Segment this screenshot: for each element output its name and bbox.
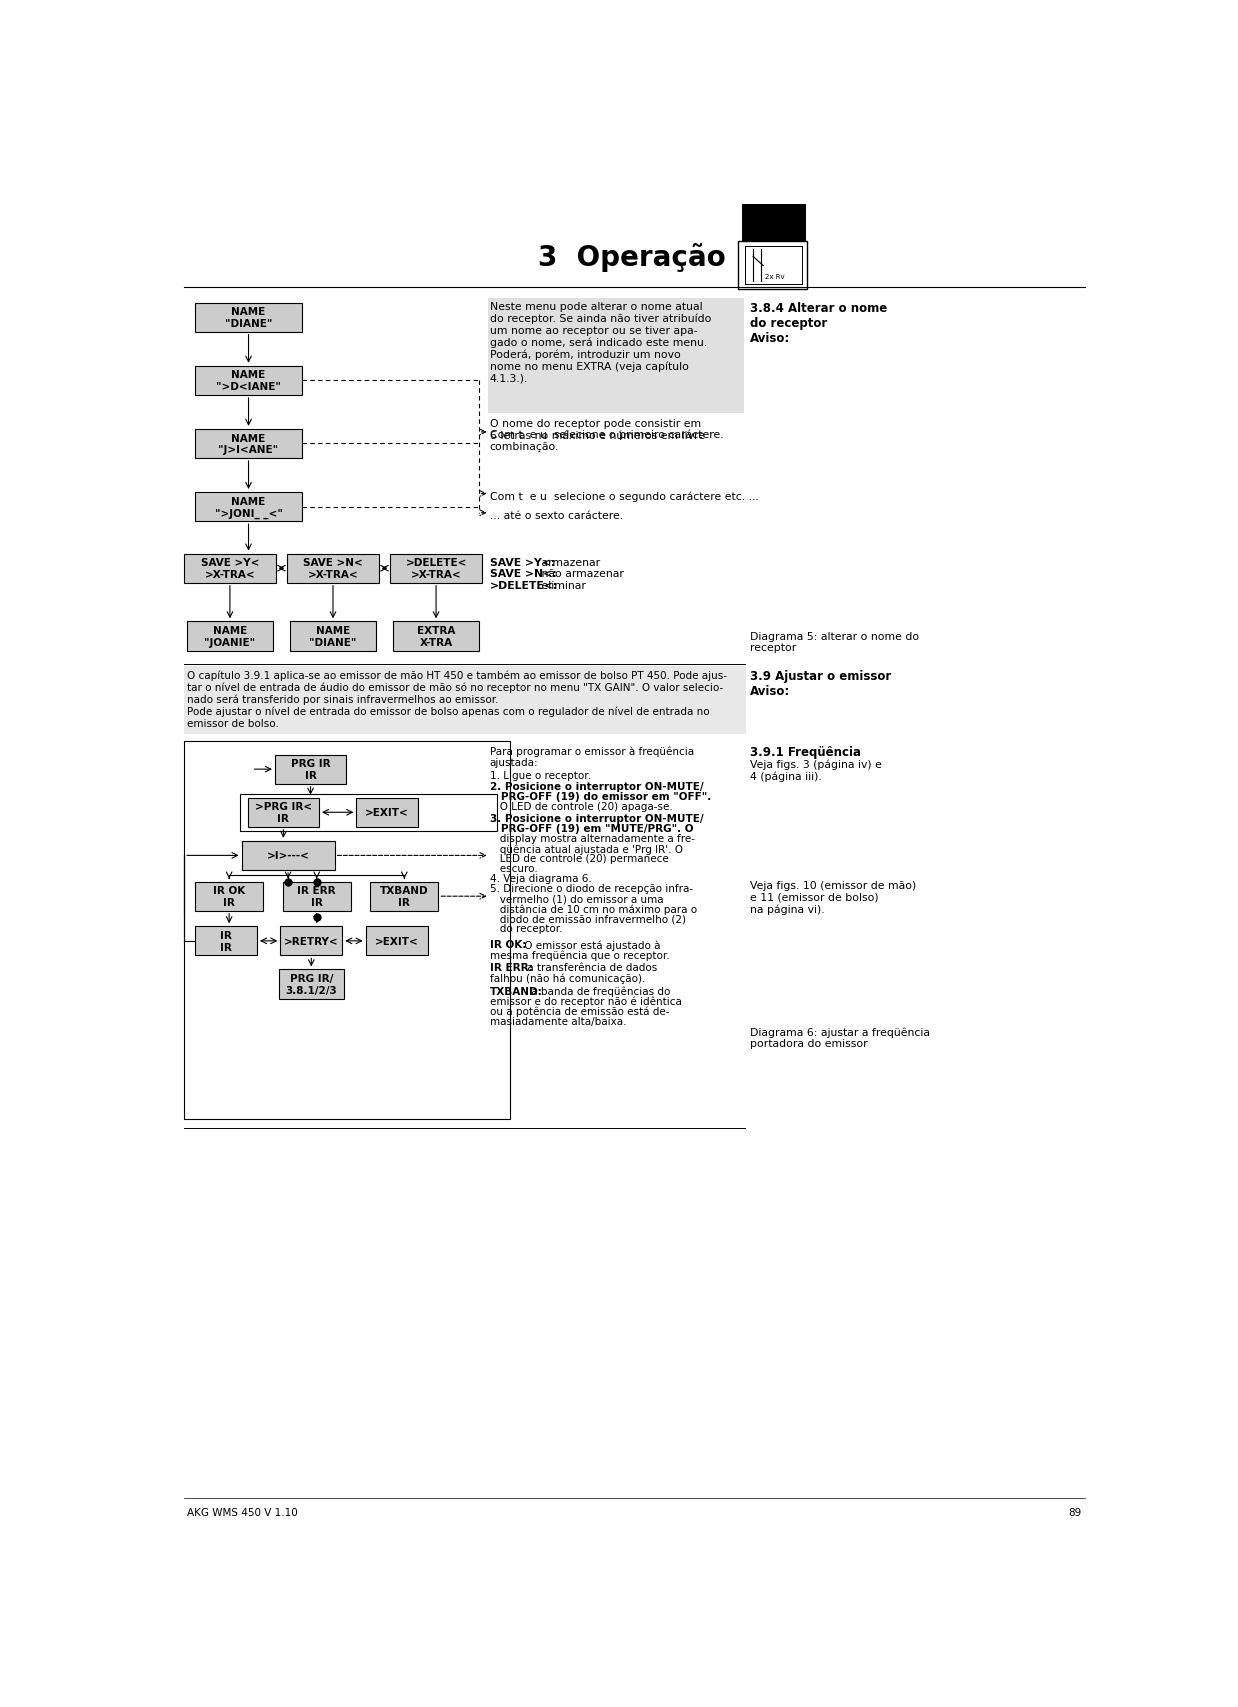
Text: NAME
"DIANE": NAME "DIANE" bbox=[225, 307, 272, 329]
Text: mesma freqüência que o receptor.: mesma freqüência que o receptor. bbox=[489, 949, 670, 961]
Text: do receptor.: do receptor. bbox=[489, 923, 562, 934]
Bar bbox=[196, 367, 302, 396]
Text: IR
IR: IR IR bbox=[220, 930, 232, 953]
Text: 89: 89 bbox=[1068, 1507, 1082, 1518]
Text: O LED de controle (20) apaga-se.: O LED de controle (20) apaga-se. bbox=[489, 801, 672, 811]
Text: eliminar: eliminar bbox=[537, 580, 586, 591]
Text: Para programar o emissor à freqüência
ajustada:: Para programar o emissor à freqüência aj… bbox=[489, 746, 693, 768]
Text: PRG-OFF (19) do emissor em "OFF".: PRG-OFF (19) do emissor em "OFF". bbox=[489, 792, 711, 801]
Text: armazenar: armazenar bbox=[537, 556, 599, 567]
Bar bbox=[488, 299, 744, 415]
Text: PRG IR/
3.8.1/2/3: PRG IR/ 3.8.1/2/3 bbox=[286, 973, 337, 995]
Text: 3. Posicione o interruptor ON-MUTE/: 3. Posicione o interruptor ON-MUTE/ bbox=[489, 814, 703, 823]
Text: 5. Direcione o diodo de recepção infra-: 5. Direcione o diodo de recepção infra- bbox=[489, 884, 693, 893]
Bar bbox=[187, 621, 272, 650]
Text: Diagrama 6: ajustar a freqüência
portadora do emissor: Diagrama 6: ajustar a freqüência portado… bbox=[750, 1026, 930, 1048]
Text: >EXIT<: >EXIT< bbox=[365, 807, 409, 818]
Text: 3.9 Ajustar o emissor
Aviso:: 3.9 Ajustar o emissor Aviso: bbox=[750, 669, 891, 698]
Text: >EXIT<: >EXIT< bbox=[375, 937, 418, 946]
Bar bbox=[738, 242, 807, 290]
Bar bbox=[184, 555, 276, 584]
Text: Neste menu pode alterar o nome atual
do receptor. Se ainda não tiver atribuído
u: Neste menu pode alterar o nome atual do … bbox=[489, 302, 711, 384]
Text: display mostra alternadamente a fre-: display mostra alternadamente a fre- bbox=[489, 833, 695, 843]
Text: PRG IR
IR: PRG IR IR bbox=[291, 760, 331, 780]
Bar bbox=[743, 205, 806, 244]
Text: qüência atual ajustada e 'Prg IR'. O: qüência atual ajustada e 'Prg IR'. O bbox=[489, 843, 682, 854]
Text: NAME
">JONI_ _<": NAME ">JONI_ _<" bbox=[214, 497, 282, 519]
Bar bbox=[279, 970, 344, 999]
Text: SAVE >Y<:: SAVE >Y<: bbox=[489, 556, 555, 567]
Text: NAME
"DIANE": NAME "DIANE" bbox=[310, 626, 357, 647]
Text: vermelho (1) do emissor a uma: vermelho (1) do emissor a uma bbox=[489, 893, 664, 903]
Text: a banda de freqüências do: a banda de freqüências do bbox=[529, 987, 671, 997]
Bar bbox=[184, 743, 510, 1120]
Text: 3.8.4 Alterar o nome
do receptor
Aviso:: 3.8.4 Alterar o nome do receptor Aviso: bbox=[750, 302, 888, 345]
Bar bbox=[196, 304, 302, 333]
Bar bbox=[357, 799, 418, 828]
Text: AKG WMS 450 V 1.10: AKG WMS 450 V 1.10 bbox=[187, 1507, 298, 1518]
Text: NAME
">D<IANE": NAME ">D<IANE" bbox=[217, 370, 281, 393]
Text: 3.9.1 Freqüência: 3.9.1 Freqüência bbox=[750, 746, 860, 760]
Text: Com t  e u  selecione o primeiro caráctere.: Com t e u selecione o primeiro caráctere… bbox=[489, 430, 723, 440]
Text: diodo de emissão infravermelho (2): diodo de emissão infravermelho (2) bbox=[489, 913, 686, 923]
Text: 2x Rv: 2x Rv bbox=[765, 275, 785, 280]
Text: distância de 10 cm no máximo para o: distância de 10 cm no máximo para o bbox=[489, 903, 697, 913]
Text: 2. Posicione o interruptor ON-MUTE/: 2. Posicione o interruptor ON-MUTE/ bbox=[489, 782, 703, 792]
Text: EXTRA
X-TRA: EXTRA X-TRA bbox=[417, 626, 456, 647]
Text: >DELETE<
>X-TRA<: >DELETE< >X-TRA< bbox=[405, 558, 467, 580]
Text: IR ERR
IR: IR ERR IR bbox=[297, 886, 335, 908]
Bar bbox=[291, 621, 375, 650]
Text: 4. Veja diagrama 6.: 4. Veja diagrama 6. bbox=[489, 874, 592, 884]
Text: ... até o sexto caráctere.: ... até o sexto caráctere. bbox=[489, 510, 623, 521]
Bar bbox=[282, 883, 350, 912]
Text: 1. Ligue o receptor.: 1. Ligue o receptor. bbox=[489, 770, 591, 780]
Bar bbox=[240, 794, 498, 831]
Bar bbox=[196, 927, 258, 956]
Text: IR ERR:: IR ERR: bbox=[489, 963, 532, 973]
Text: PRG-OFF (19) em "MUTE/PRG". O: PRG-OFF (19) em "MUTE/PRG". O bbox=[489, 823, 693, 833]
Text: >PRG IR<
IR: >PRG IR< IR bbox=[255, 802, 312, 823]
Bar bbox=[370, 883, 438, 912]
Bar bbox=[275, 754, 347, 784]
Text: 3  Operação: 3 Operação bbox=[537, 242, 725, 271]
Bar bbox=[248, 799, 319, 828]
Text: >I>---<: >I>---< bbox=[266, 850, 310, 860]
Text: O nome do receptor pode consistir em
6 letras no máximo e números em livre
combi: O nome do receptor pode consistir em 6 l… bbox=[489, 418, 704, 452]
Text: Diagrama 5: alterar o nome do
receptor: Diagrama 5: alterar o nome do receptor bbox=[750, 632, 919, 652]
Text: NAME
"JOANIE": NAME "JOANIE" bbox=[204, 626, 255, 647]
Text: IR OK:: IR OK: bbox=[489, 941, 526, 949]
Text: Com t  e u  selecione o segundo caráctere etc. ...: Com t e u selecione o segundo caráctere … bbox=[489, 492, 759, 502]
Bar bbox=[365, 927, 427, 956]
Bar bbox=[196, 883, 264, 912]
Bar bbox=[196, 430, 302, 459]
Text: LED de controle (20) permanece: LED de controle (20) permanece bbox=[489, 854, 669, 864]
Bar bbox=[280, 927, 342, 956]
Bar bbox=[196, 493, 302, 522]
Text: ou a potência de emissão está de-: ou a potência de emissão está de- bbox=[489, 1005, 669, 1016]
Text: TXBAND:: TXBAND: bbox=[489, 987, 542, 995]
Text: emissor e do receptor não é idêntica: emissor e do receptor não é idêntica bbox=[489, 995, 681, 1007]
Text: NAME
"J>I<ANE": NAME "J>I<ANE" bbox=[218, 434, 279, 456]
Text: >RETRY<: >RETRY< bbox=[284, 937, 339, 946]
Bar bbox=[394, 621, 479, 650]
Text: IR OK
IR: IR OK IR bbox=[213, 886, 245, 908]
Text: masiadamente alta/baixa.: masiadamente alta/baixa. bbox=[489, 1016, 626, 1026]
Text: Veja figs. 3 (página iv) e
4 (página iii).: Veja figs. 3 (página iv) e 4 (página iii… bbox=[750, 760, 881, 782]
Text: Veja figs. 10 (emissor de mão)
e 11 (emissor de bolso)
na página vi).: Veja figs. 10 (emissor de mão) e 11 (emi… bbox=[750, 881, 916, 915]
Text: não armazenar: não armazenar bbox=[537, 568, 624, 579]
Text: SAVE >N<
>X-TRA<: SAVE >N< >X-TRA< bbox=[303, 558, 363, 580]
Text: a transferência de dados: a transferência de dados bbox=[524, 963, 657, 973]
Text: TXBAND
IR: TXBAND IR bbox=[380, 886, 428, 908]
Text: SAVE >Y<
>X-TRA<: SAVE >Y< >X-TRA< bbox=[201, 558, 259, 580]
Text: escuro.: escuro. bbox=[489, 864, 537, 874]
Bar bbox=[287, 555, 379, 584]
Text: O emissor está ajustado à: O emissor está ajustado à bbox=[520, 941, 660, 951]
Bar bbox=[390, 555, 482, 584]
Text: falhou (não há comunicação).: falhou (não há comunicação). bbox=[489, 973, 645, 983]
Text: >DELETE<:: >DELETE<: bbox=[489, 580, 558, 591]
Text: SAVE >N<:: SAVE >N<: bbox=[489, 568, 556, 579]
Bar bbox=[184, 666, 747, 734]
Bar bbox=[241, 842, 334, 871]
Text: O capítulo 3.9.1 aplica-se ao emissor de mão HT 450 e também ao emissor de bolso: O capítulo 3.9.1 aplica-se ao emissor de… bbox=[187, 669, 727, 729]
